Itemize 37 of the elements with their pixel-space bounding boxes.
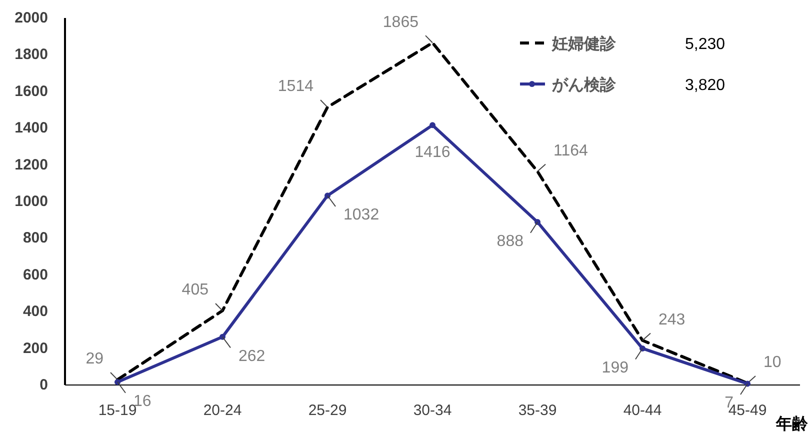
y-tick-label: 1800 xyxy=(14,46,48,64)
x-axis-title: 年齢 xyxy=(775,415,809,433)
point xyxy=(430,122,436,128)
data-label: 1514 xyxy=(278,78,314,96)
point xyxy=(534,219,540,226)
annotation: 5,230 xyxy=(685,36,726,53)
annotation: 3,820 xyxy=(685,77,726,94)
y-tick-label: 0 xyxy=(40,376,48,394)
y-tick-label: 1000 xyxy=(14,193,48,210)
data-label: 243 xyxy=(658,311,686,328)
y-tick-label: 1600 xyxy=(14,82,48,100)
data-label: 1164 xyxy=(554,142,588,160)
data-label: 199 xyxy=(602,359,629,376)
y-tick-label: 2000 xyxy=(14,10,48,26)
data-label: 10 xyxy=(764,354,782,372)
x-tick-label: 40-44 xyxy=(623,402,662,419)
data-label: 1865 xyxy=(382,14,419,31)
x-tick-label: 30-34 xyxy=(413,402,452,419)
data-label: 405 xyxy=(182,282,209,299)
x-tick-label: 15-19 xyxy=(98,402,137,419)
x-tick-label: 25-29 xyxy=(308,402,347,419)
x-tick-label: 20-24 xyxy=(203,402,242,419)
legend-label: がん検診 xyxy=(551,76,617,94)
point xyxy=(324,192,330,199)
legend-label: 妊婦健診 xyxy=(551,35,617,53)
y-tick-label: 600 xyxy=(22,266,48,284)
y-tick-label: 1200 xyxy=(14,156,48,174)
data-label: 1032 xyxy=(344,206,380,224)
data-label: 262 xyxy=(238,348,266,365)
y-tick-label: 400 xyxy=(22,303,48,320)
data-label: 29 xyxy=(86,350,104,368)
x-tick-label: 35-39 xyxy=(518,402,557,419)
y-tick-label: 800 xyxy=(22,230,48,247)
y-tick-label: 200 xyxy=(22,340,48,357)
data-label: 888 xyxy=(496,233,524,250)
y-tick-label: 1400 xyxy=(14,120,48,137)
data-label: 1416 xyxy=(414,144,450,162)
